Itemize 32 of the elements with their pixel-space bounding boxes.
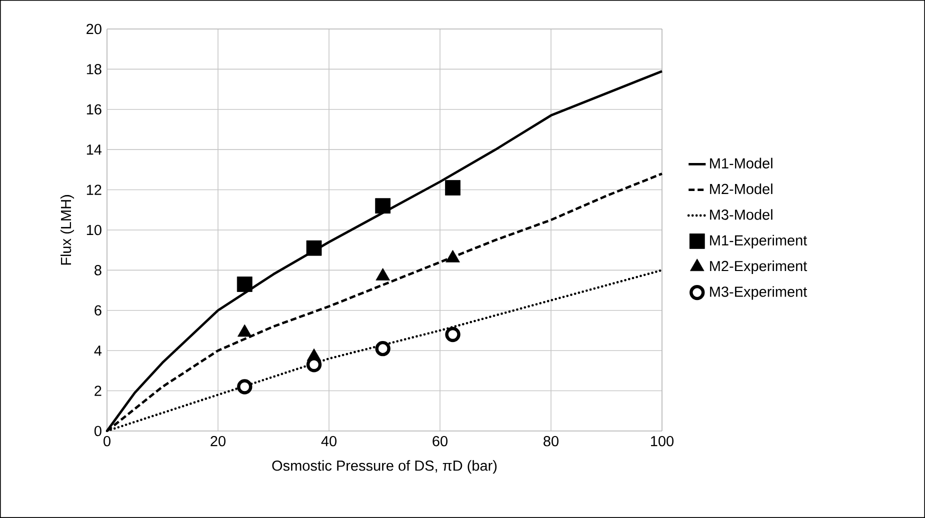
y-tick-label: 8 (94, 265, 102, 276)
y-tick-label: 18 (86, 64, 102, 74)
y-tick-label: 6 (94, 305, 102, 316)
point (236, 276, 252, 292)
y-tick-label: 10 (86, 224, 102, 236)
y-tick-label: 16 (86, 104, 102, 115)
legend-label: M2-Model (710, 183, 772, 194)
legend-label: M2-Experiment (710, 260, 808, 274)
y-tick-label: 14 (86, 144, 102, 155)
x-tick-label: 20 (210, 436, 226, 446)
y-axis-title: Flux (LMH) (60, 195, 74, 265)
legend-label: M3-Model (710, 209, 772, 220)
y-tick-label: 2 (94, 386, 102, 396)
x-axis-title: Osmostic Pressure of DS, πD (bar) (272, 460, 497, 474)
legend-label: M3-Experiment (710, 286, 808, 300)
x-tick-label: 60 (432, 436, 448, 446)
point (445, 326, 460, 342)
y-tick-label: 20 (86, 24, 102, 34)
point (375, 198, 391, 214)
y-tick-label: 12 (86, 184, 102, 195)
x-tick-label: 40 (321, 436, 336, 446)
y-tick-label: 0 (94, 426, 102, 436)
y-tick-label: 4 (94, 346, 102, 356)
point (237, 379, 252, 394)
point (445, 180, 460, 196)
x-tick-label: 80 (544, 436, 558, 446)
legend-label: M1-Experiment (710, 234, 808, 248)
x-tick-label: 0 (104, 436, 110, 446)
point (375, 340, 390, 356)
x-tick-label: 100 (651, 436, 674, 446)
legend-label: M1-Model (710, 158, 772, 168)
point (306, 240, 322, 256)
